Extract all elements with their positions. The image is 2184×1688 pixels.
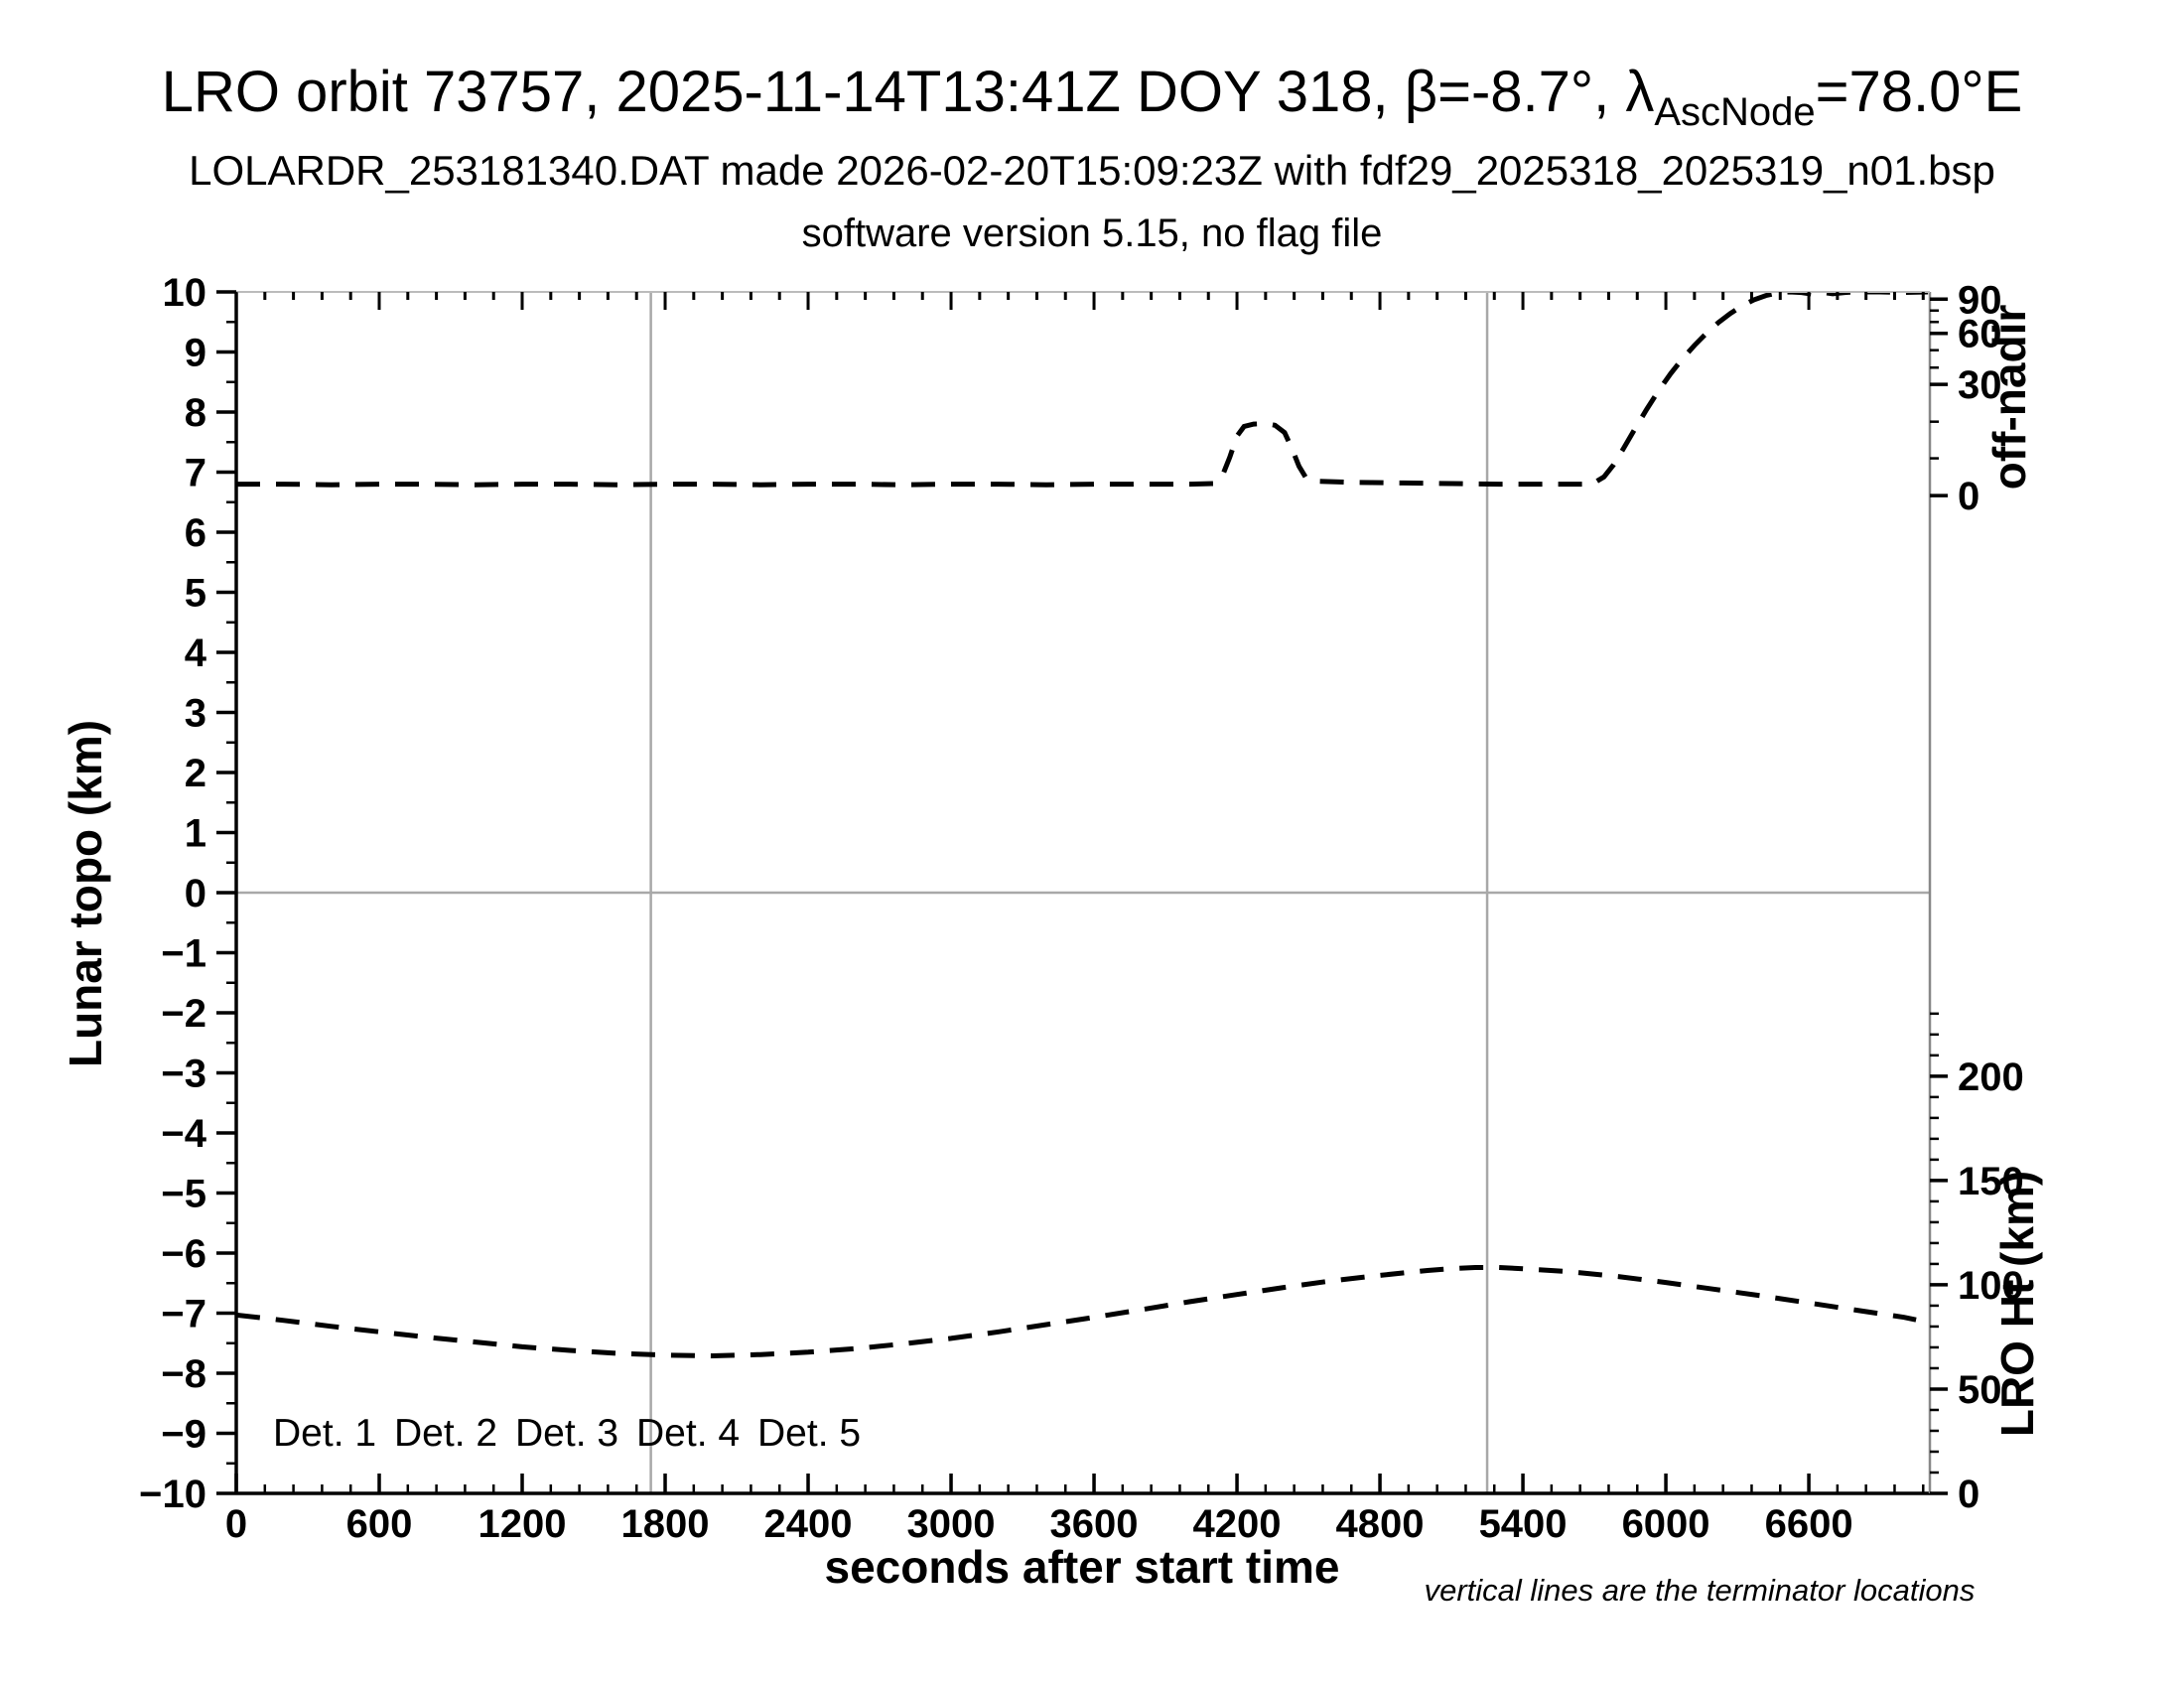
svg-text:100: 100: [1958, 1264, 2024, 1308]
svg-text:7: 7: [185, 452, 206, 495]
plot-area: 0 600 1200 1800 2400 3000 3600 4200 4800 5400 6000…: [139, 271, 2024, 1546]
plot-subtitle: LOLARDR_253181340.DAT made 2026-02-20T15…: [189, 147, 1995, 194]
svg-text:2400: 2400: [764, 1502, 853, 1546]
software-version-line: software version 5.15, no flag file: [802, 211, 1383, 255]
svg-text:−1: −1: [161, 932, 206, 976]
reference-lines: [236, 292, 1930, 1493]
off-nadir-axis-title: off-nadir: [1983, 305, 2035, 491]
svg-text:0: 0: [1958, 1473, 1979, 1516]
svg-text:200: 200: [1958, 1055, 2024, 1099]
y-axis-title: Lunar topo (km): [60, 720, 111, 1067]
svg-text:4: 4: [185, 632, 207, 675]
detector-legend: Det. 1 Det. 2 Det. 3 Det. 4 Det. 5: [273, 1412, 861, 1455]
svg-text:60: 60: [1958, 313, 2002, 356]
plot-box: [234, 291, 1932, 1495]
svg-text:3600: 3600: [1050, 1502, 1139, 1546]
svg-text:10: 10: [163, 271, 207, 315]
svg-text:−9: −9: [161, 1413, 206, 1457]
legend-item-det-1: Det. 1: [273, 1412, 376, 1455]
svg-text:−7: −7: [161, 1293, 206, 1336]
svg-text:5400: 5400: [1479, 1502, 1568, 1546]
svg-text:1: 1: [185, 812, 206, 856]
x-axis-ticks: 0 600 1200 1800 2400 3000 3600 4200 4800 5400 6000…: [225, 292, 1925, 1546]
svg-text:0: 0: [225, 1502, 247, 1546]
lro-ht-axis-title: LRO Ht (km): [1991, 1171, 2043, 1437]
svg-text:4200: 4200: [1193, 1502, 1282, 1546]
svg-text:4800: 4800: [1336, 1502, 1425, 1546]
svg-text:6600: 6600: [1765, 1502, 1853, 1546]
svg-text:5: 5: [185, 572, 206, 616]
svg-text:6000: 6000: [1622, 1502, 1710, 1546]
svg-text:−4: −4: [161, 1112, 206, 1156]
legend-item-det-4: Det. 4: [636, 1412, 740, 1455]
x-axis-title: seconds after start time: [825, 1541, 1340, 1593]
svg-text:−3: −3: [161, 1053, 206, 1096]
svg-text:−8: −8: [161, 1352, 206, 1396]
svg-text:0: 0: [185, 872, 206, 915]
svg-text:150: 150: [1958, 1160, 2024, 1203]
svg-text:−10: −10: [139, 1473, 206, 1516]
svg-text:9: 9: [185, 332, 206, 375]
svg-text:8: 8: [185, 391, 206, 435]
svg-text:0: 0: [1958, 475, 1979, 518]
off-nadir-curve: [236, 292, 1929, 488]
title-subscript: AscNode: [1654, 90, 1815, 134]
svg-text:3: 3: [185, 692, 206, 736]
svg-text:−2: −2: [161, 992, 206, 1036]
legend-item-det-2: Det. 2: [394, 1412, 497, 1455]
svg-text:3000: 3000: [907, 1502, 996, 1546]
svg-text:6: 6: [185, 511, 206, 555]
svg-text:−6: −6: [161, 1232, 206, 1276]
plot-title: LRO orbit 73757, 2025-11-14T13:41Z DOY 3…: [162, 60, 2023, 134]
curves: [236, 292, 1929, 1359]
lro-height-curve: [236, 1265, 1917, 1359]
svg-text:90: 90: [1958, 278, 2002, 322]
svg-text:2: 2: [185, 752, 206, 795]
svg-text:1800: 1800: [621, 1502, 710, 1546]
svg-text:50: 50: [1958, 1368, 2002, 1412]
svg-text:−5: −5: [161, 1173, 206, 1216]
svg-text:1200: 1200: [478, 1502, 567, 1546]
terminator-note: vertical lines are the terminator locati…: [1425, 1573, 1976, 1608]
lro-ht-ticks: 0 50 100 150 200: [1930, 1012, 2024, 1516]
legend-item-det-3: Det. 3: [515, 1412, 618, 1455]
svg-text:30: 30: [1958, 363, 2002, 407]
legend-item-det-5: Det. 5: [757, 1412, 861, 1455]
svg-text:600: 600: [346, 1502, 413, 1546]
